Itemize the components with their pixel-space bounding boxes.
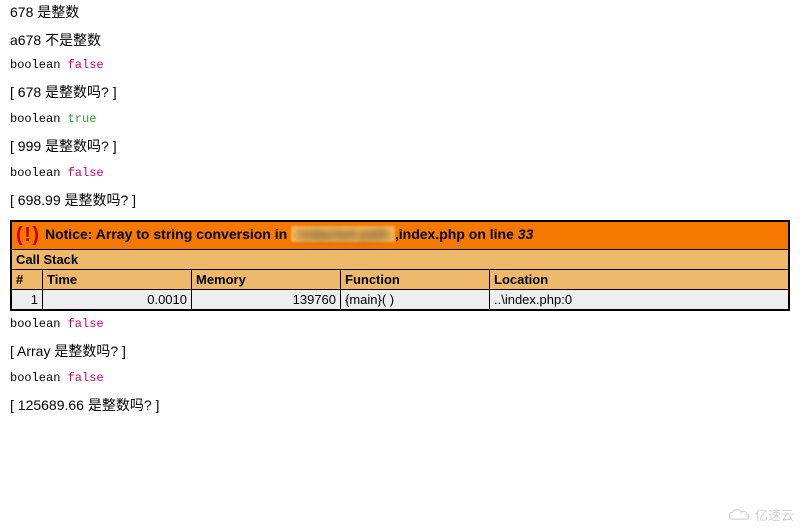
var-dump: boolean false: [10, 58, 800, 72]
check-output: [ 125689.66 是整数吗? ]: [10, 395, 800, 415]
cell-location: ..\index.php:0: [490, 290, 789, 310]
dump-value: true: [68, 112, 97, 126]
var-dump: boolean false: [10, 166, 800, 180]
dump-type: boolean: [10, 112, 68, 126]
var-dump: boolean true: [10, 112, 800, 126]
cell-num: 1: [12, 290, 43, 310]
col-location: Location: [490, 270, 789, 290]
xdebug-message-file: ,index.php on line: [395, 226, 518, 242]
xdebug-error-box: ( ! ) Notice: Array to string conversion…: [10, 220, 790, 311]
dump-type: boolean: [10, 371, 68, 385]
dump-value: false: [68, 58, 104, 72]
cloud-icon: [725, 506, 753, 524]
xdebug-line: 33: [518, 226, 534, 242]
col-time: Time: [43, 270, 192, 290]
dump-type: boolean: [10, 58, 68, 72]
check-output: [ 698.99 是整数吗? ]: [10, 190, 800, 210]
dump-value: false: [68, 317, 104, 331]
call-stack-label: Call Stack: [12, 250, 789, 270]
dump-type: boolean: [10, 317, 68, 331]
cell-memory: 139760: [192, 290, 341, 310]
xdebug-message-row: ( ! ) Notice: Array to string conversion…: [12, 222, 789, 250]
output-line-1: 678 是整数: [10, 2, 800, 22]
col-num: #: [12, 270, 43, 290]
cell-time: 0.0010: [43, 290, 192, 310]
col-function: Function: [341, 270, 490, 290]
dump-value: false: [68, 371, 104, 385]
var-dump: boolean false: [10, 317, 800, 331]
check-output: [ Array 是整数吗? ]: [10, 341, 800, 361]
check-output: [ 999 是整数吗? ]: [10, 136, 800, 156]
var-dump: boolean false: [10, 371, 800, 385]
xdebug-column-headers: # Time Memory Function Location: [12, 270, 789, 290]
watermark-text: 亿速云: [755, 505, 794, 524]
xdebug-table: ( ! ) Notice: Array to string conversion…: [11, 221, 789, 310]
dump-value: false: [68, 166, 104, 180]
xdebug-row: 1 0.0010 139760 {main}( ) ..\index.php:0: [12, 290, 789, 310]
xdebug-blurred-path: redacted path: [291, 226, 395, 242]
cell-function: {main}( ): [341, 290, 490, 310]
col-memory: Memory: [192, 270, 341, 290]
dump-type: boolean: [10, 166, 68, 180]
warning-icon: ( ! ): [16, 224, 37, 246]
output-line-2: a678 不是整数: [10, 30, 800, 50]
watermark: 亿速云: [725, 505, 794, 524]
check-output: [ 678 是整数吗? ]: [10, 82, 800, 102]
xdebug-callstack-header: Call Stack: [12, 250, 789, 270]
xdebug-message-prefix: Notice: Array to string conversion in: [45, 226, 291, 242]
